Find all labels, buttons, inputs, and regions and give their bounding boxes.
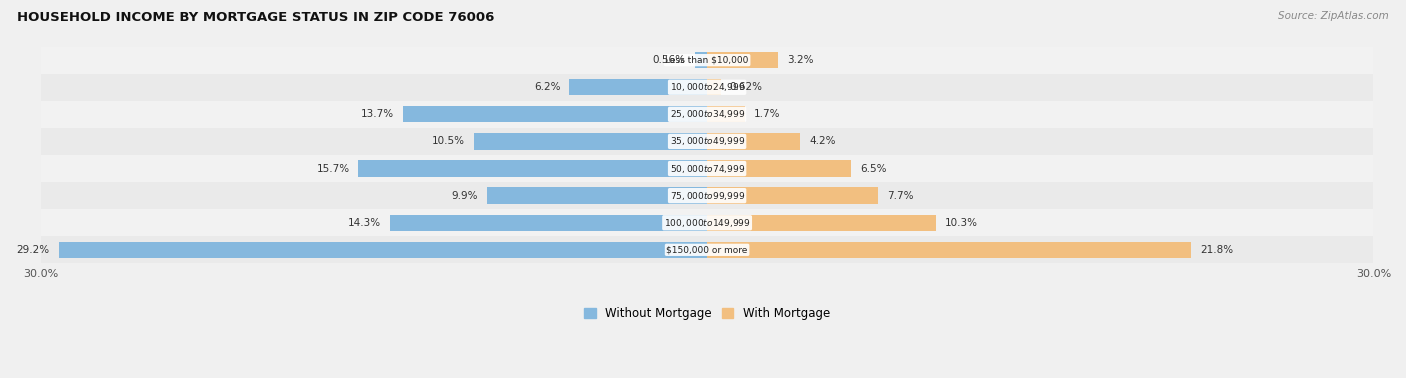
Bar xyxy=(569,79,707,95)
Bar xyxy=(59,242,707,258)
Text: $25,000 to $34,999: $25,000 to $34,999 xyxy=(669,108,745,120)
Bar xyxy=(488,187,707,204)
Bar xyxy=(41,182,1374,209)
Text: 21.8%: 21.8% xyxy=(1201,245,1233,255)
Text: Less than $10,000: Less than $10,000 xyxy=(665,56,749,65)
Bar xyxy=(404,106,707,122)
Text: 6.5%: 6.5% xyxy=(860,164,887,174)
Bar xyxy=(41,46,1374,74)
Text: Source: ZipAtlas.com: Source: ZipAtlas.com xyxy=(1278,11,1389,21)
Text: 6.2%: 6.2% xyxy=(534,82,561,92)
Bar xyxy=(474,133,707,150)
Bar xyxy=(359,160,707,177)
Bar xyxy=(707,215,936,231)
Text: 29.2%: 29.2% xyxy=(17,245,49,255)
Bar xyxy=(41,209,1374,236)
Bar xyxy=(695,52,707,68)
Text: 10.5%: 10.5% xyxy=(432,136,465,146)
Legend: Without Mortgage, With Mortgage: Without Mortgage, With Mortgage xyxy=(585,307,830,320)
Bar xyxy=(41,155,1374,182)
Bar xyxy=(41,236,1374,263)
Text: 4.2%: 4.2% xyxy=(810,136,835,146)
Text: 10.3%: 10.3% xyxy=(945,218,977,228)
Bar xyxy=(41,101,1374,128)
Text: 0.62%: 0.62% xyxy=(730,82,763,92)
Text: 14.3%: 14.3% xyxy=(347,218,381,228)
Bar xyxy=(707,133,800,150)
Text: 13.7%: 13.7% xyxy=(361,109,394,119)
Text: $10,000 to $24,999: $10,000 to $24,999 xyxy=(669,81,745,93)
Text: $100,000 to $149,999: $100,000 to $149,999 xyxy=(664,217,751,229)
Text: 0.56%: 0.56% xyxy=(652,55,686,65)
Text: HOUSEHOLD INCOME BY MORTGAGE STATUS IN ZIP CODE 76006: HOUSEHOLD INCOME BY MORTGAGE STATUS IN Z… xyxy=(17,11,495,24)
Bar xyxy=(707,106,745,122)
Text: 15.7%: 15.7% xyxy=(316,164,350,174)
Bar xyxy=(707,160,852,177)
Bar xyxy=(707,52,778,68)
Bar xyxy=(707,242,1191,258)
Bar xyxy=(389,215,707,231)
Text: 1.7%: 1.7% xyxy=(754,109,780,119)
Bar xyxy=(707,187,879,204)
Text: 3.2%: 3.2% xyxy=(787,55,814,65)
Text: $35,000 to $49,999: $35,000 to $49,999 xyxy=(669,135,745,147)
Text: 9.9%: 9.9% xyxy=(451,191,478,201)
Bar xyxy=(41,128,1374,155)
Text: $150,000 or more: $150,000 or more xyxy=(666,245,748,254)
Bar xyxy=(707,79,721,95)
Text: $50,000 to $74,999: $50,000 to $74,999 xyxy=(669,163,745,175)
Text: $75,000 to $99,999: $75,000 to $99,999 xyxy=(669,190,745,201)
Text: 7.7%: 7.7% xyxy=(887,191,914,201)
Bar xyxy=(41,74,1374,101)
